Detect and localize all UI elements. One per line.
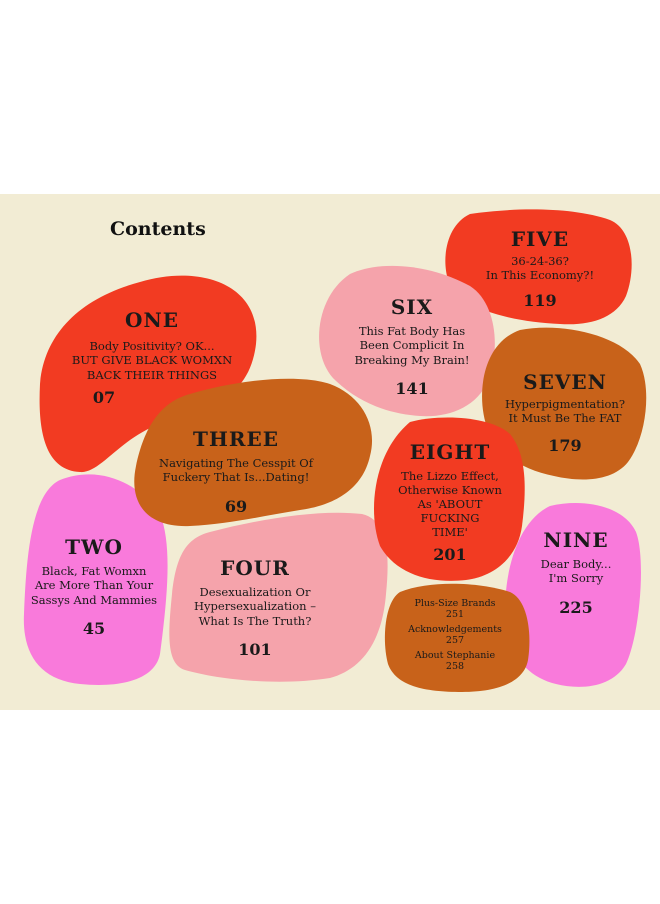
chapter-one[interactable]: ONE Body Positivity? OK... BUT GIVE BLAC… <box>72 308 232 382</box>
chapter-title: This Fat Body Has Been Complicit In Brea… <box>354 324 470 367</box>
chapter-number: FIVE <box>510 227 570 251</box>
chapter-four[interactable]: FOUR Desexualization Or Hypersexualizati… <box>194 556 316 660</box>
blob-eight <box>373 417 525 581</box>
chapter-page-number: 101 <box>238 640 272 660</box>
chapter-page-number: 201 <box>433 545 467 565</box>
blob-nine <box>505 503 641 687</box>
chapter-number: THREE <box>193 427 279 451</box>
chapter-blobs <box>23 209 647 692</box>
chapter-number: NINE <box>543 528 609 552</box>
chapter-seven[interactable]: SEVEN Hyperpigmentation? It Must Be The … <box>505 370 625 456</box>
chapter-nine[interactable]: NINE Dear Body... I'm Sorry 225 <box>541 528 612 618</box>
blob-five <box>445 209 632 325</box>
chapter-title: Desexualization Or Hypersexualization – … <box>194 585 316 628</box>
chapter-number: SEVEN <box>523 370 607 394</box>
blob-seven <box>482 327 647 480</box>
chapter-number: TWO <box>65 535 123 559</box>
chapter-eight[interactable]: EIGHT The Lizzo Effect, Otherwise Known … <box>398 440 502 565</box>
chapter-page-number: 45 <box>82 619 106 639</box>
backmatter-item[interactable]: Plus-Size Brands 251 <box>414 598 496 621</box>
chapter-page-number: 69 <box>224 496 248 516</box>
chapter-number: FOUR <box>220 556 290 580</box>
chapter-three[interactable]: THREE Navigating The Cesspit Of Fuckery … <box>159 427 313 517</box>
page-title: Contents <box>110 218 206 240</box>
chapter-title: Dear Body... I'm Sorry <box>540 557 612 586</box>
blob-six <box>319 265 495 417</box>
chapter-page-number: 141 <box>395 379 429 399</box>
chapter-number: SIX <box>390 295 434 319</box>
chapter-title: Black, Fat Womxn Are More Than Your Sass… <box>30 564 158 607</box>
contents-page: Contents ONE Body Positivity? OK... BUT … <box>0 194 660 710</box>
chapter-number: ONE <box>125 308 179 332</box>
chapter-title: The Lizzo Effect, Otherwise Known As 'AB… <box>398 469 502 540</box>
backmatter-item[interactable]: Acknowledgements 257 <box>408 623 502 647</box>
blob-three <box>134 378 373 527</box>
chapter-page-number: 225 <box>559 597 593 617</box>
chapter-five[interactable]: FIVE 36-24-36? In This Economy?! 119 <box>486 227 594 311</box>
blob-two <box>23 474 168 685</box>
blob-one <box>39 275 257 473</box>
chapter-title: Navigating The Cesspit Of Fuckery That I… <box>159 456 313 485</box>
chapter-page-number: 119 <box>523 290 557 310</box>
blob-backmatter <box>384 583 530 692</box>
chapter-title: Body Positivity? OK... BUT GIVE BLACK WO… <box>71 339 233 382</box>
backmatter-item[interactable]: About Stephanie 258 <box>414 649 496 672</box>
chapter-title: 36-24-36? In This Economy?! <box>485 254 595 283</box>
blob-four <box>169 512 388 682</box>
chapter-title: Hyperpigmentation? It Must Be The FAT <box>505 397 625 426</box>
chapter-two[interactable]: TWO Black, Fat Womxn Are More Than Your … <box>31 535 157 639</box>
chapter-number: EIGHT <box>409 440 491 464</box>
chapter-page-number: 179 <box>548 435 582 455</box>
chapter-page-number: 07 <box>92 388 116 407</box>
backmatter-list: Plus-Size Brands 251 Acknowledgements 25… <box>408 598 502 672</box>
chapter-six[interactable]: SIX This Fat Body Has Been Complicit In … <box>354 295 469 399</box>
